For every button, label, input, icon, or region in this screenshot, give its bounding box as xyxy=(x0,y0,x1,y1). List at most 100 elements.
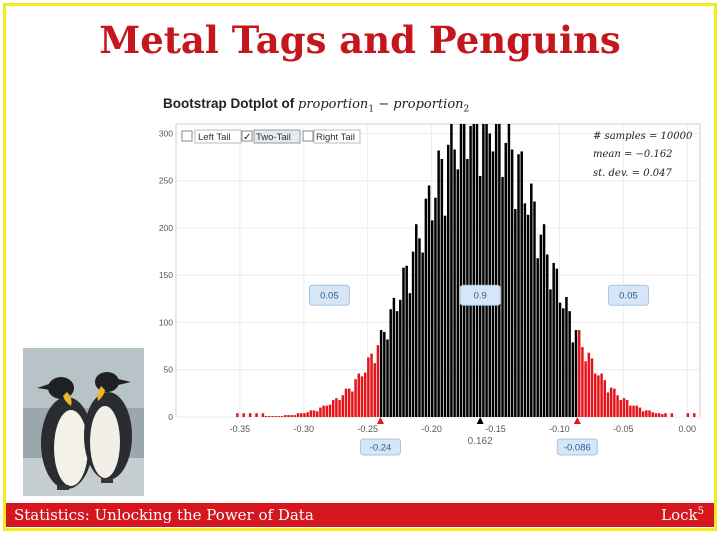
two-tail-checkbox[interactable] xyxy=(241,130,253,142)
tail-bar xyxy=(629,405,632,417)
tail-bar xyxy=(664,413,667,417)
lower-cutoff-marker[interactable]: -0.24 xyxy=(359,417,401,456)
tail-bar xyxy=(328,404,332,417)
middle-bar xyxy=(491,151,495,417)
x-tick-label: -0.05 xyxy=(613,424,634,434)
tail-bar xyxy=(242,413,245,417)
y-tick-label: 100 xyxy=(159,317,173,327)
tail-bar xyxy=(606,392,610,417)
two-tail-button[interactable] xyxy=(253,129,301,144)
tail-bar xyxy=(641,411,645,417)
x-tick-label: -0.15 xyxy=(485,424,506,434)
middle-bar xyxy=(520,151,523,417)
right-tail-button[interactable] xyxy=(313,129,361,144)
middle-bar xyxy=(526,214,530,417)
footer-text: Statistics: Unlocking the Power of Data xyxy=(14,506,314,524)
stat-mean: mean = −0.162 xyxy=(593,149,673,160)
middle-bar xyxy=(389,309,392,417)
tail-bar xyxy=(613,388,616,417)
tail-bar xyxy=(357,373,361,417)
chart-title-formula: proportion1 − proportion2 xyxy=(298,97,469,115)
middle-bar xyxy=(514,209,517,417)
middle-bar xyxy=(565,296,568,417)
middle-bar xyxy=(431,220,434,417)
tail-bar xyxy=(638,407,642,417)
middle-bar xyxy=(446,144,450,417)
tail-bar xyxy=(609,387,613,417)
tail-bar xyxy=(376,345,380,417)
right-tail-label: Right Tail xyxy=(316,132,355,143)
two-tail-option[interactable]: ✓ Two-Tail xyxy=(241,129,301,144)
middle-bar xyxy=(456,169,460,417)
middle-proportion-text: 0.9 xyxy=(474,291,487,302)
middle-bar xyxy=(440,158,444,418)
tail-bar xyxy=(651,412,654,417)
x-tick-label: -0.20 xyxy=(421,424,442,434)
tail-bar xyxy=(635,405,638,417)
tail-bar xyxy=(347,388,351,417)
tail-bar xyxy=(325,405,329,417)
chart-title-prefix: Bootstrap Dotplot of xyxy=(163,96,295,111)
tail-bar xyxy=(290,415,293,417)
tail-bar xyxy=(693,413,696,417)
middle-bar xyxy=(402,267,405,417)
middle-bar xyxy=(379,330,383,417)
middle-bar xyxy=(443,215,447,417)
tail-bar xyxy=(331,399,335,417)
middle-bar xyxy=(498,124,501,417)
upper-cutoff-marker[interactable]: -0.086 xyxy=(556,417,598,456)
x-axis: -0.35 -0.30 -0.25 -0.20 -0.15 -0.10 -0.05 0.00 xyxy=(230,424,696,434)
tail-bar xyxy=(360,376,364,417)
right-tail-option[interactable]: Right Tail xyxy=(302,129,361,144)
tail-bar xyxy=(277,416,281,417)
tail-bar xyxy=(581,347,584,417)
lower-cutoff-marker-box xyxy=(359,438,401,456)
tail-bar xyxy=(373,363,376,417)
tail-bar xyxy=(363,372,367,417)
tail-bar xyxy=(261,413,265,417)
tail-bar xyxy=(300,413,303,417)
middle-bar xyxy=(395,311,399,417)
left-tail-button[interactable] xyxy=(194,129,242,144)
x-tick-label: -0.30 xyxy=(294,424,315,434)
mean-marker-arrow-icon xyxy=(476,417,484,424)
tail-bar xyxy=(264,416,268,417)
formula-term-2: proportion xyxy=(393,97,464,112)
x-tick-label: -0.35 xyxy=(230,424,251,434)
tail-bar xyxy=(284,415,287,417)
middle-bar xyxy=(485,124,488,417)
middle-bar xyxy=(411,251,415,417)
upper-cutoff-marker-value: -0.086 xyxy=(564,443,591,454)
tail-bar xyxy=(293,415,297,417)
middle-bar xyxy=(562,308,565,417)
right-tail-proportion: 0.05 xyxy=(607,284,649,306)
middle-bar xyxy=(542,224,546,417)
tail-bar xyxy=(319,407,322,417)
tail-bar xyxy=(654,413,658,417)
middle-bar xyxy=(501,176,504,417)
tail-bar xyxy=(315,411,319,417)
y-tick-label: 300 xyxy=(159,128,173,138)
lower-cutoff-marker-arrow-icon xyxy=(376,417,384,424)
tail-bar xyxy=(322,405,325,417)
tail-bar xyxy=(600,373,603,417)
footer-author-sup: 5 xyxy=(697,506,704,517)
left-tail-checkbox[interactable] xyxy=(181,130,193,142)
tail-bar xyxy=(661,414,664,417)
y-tick-label: 50 xyxy=(164,365,174,375)
tail-bar xyxy=(603,380,607,417)
right-tail-checkbox[interactable] xyxy=(302,130,314,142)
middle-bar xyxy=(539,234,543,417)
middle-bar xyxy=(488,133,492,418)
middle-bar xyxy=(418,238,421,417)
tail-bar xyxy=(657,413,661,417)
left-tail-proportion-text: 0.05 xyxy=(320,291,339,302)
tail-bar xyxy=(584,361,587,417)
middle-bar xyxy=(555,268,559,417)
tail-bar xyxy=(670,413,674,417)
tail-bar xyxy=(335,398,338,417)
tail-controls: Left Tail ✓ Two-Tail Right Tail xyxy=(181,129,361,144)
tail-bar xyxy=(236,413,239,417)
left-tail-option[interactable]: Left Tail xyxy=(181,129,242,144)
left-tail-proportion: 0.05 xyxy=(308,284,350,306)
